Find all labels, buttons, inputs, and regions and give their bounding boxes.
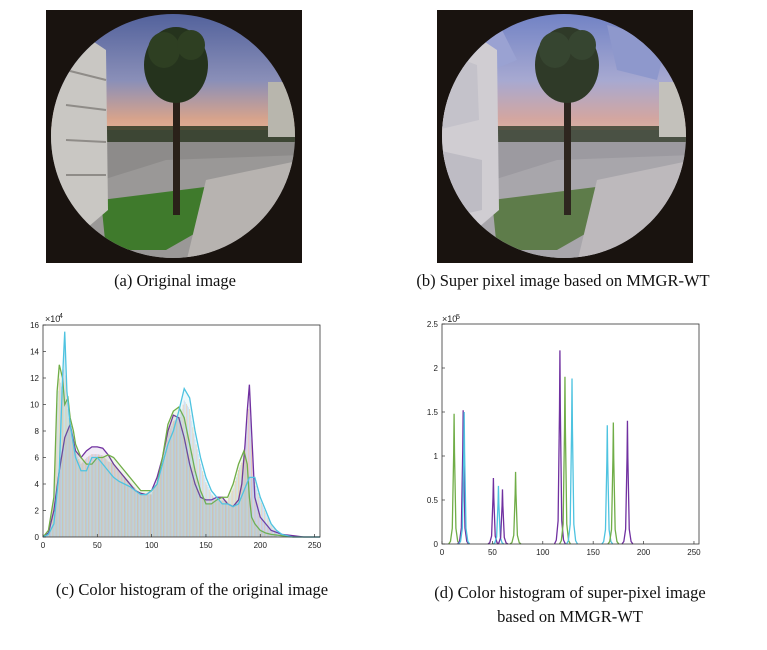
x-tick-label: 0 [440, 548, 445, 557]
chart-d-exponent-power: 5 [456, 314, 460, 321]
series-line [42, 384, 320, 538]
peak-line [607, 422, 620, 545]
peak-line [457, 410, 470, 545]
caption-d: (d) Color histogram of super-pixel image… [400, 581, 740, 629]
y-tick-label: 6 [35, 454, 40, 463]
y-tick-label: 0 [434, 540, 439, 549]
peak-line [621, 420, 634, 545]
y-tick-label: 1 [434, 452, 439, 461]
chart-c-exponent-power: 4 [59, 313, 63, 320]
x-tick-label: 100 [145, 541, 159, 550]
superpixel-fisheye-photo [437, 10, 693, 263]
x-tick-label: 0 [41, 541, 46, 550]
chart-c-exponent-base: ×10 [45, 314, 60, 324]
y-tick-label: 4 [35, 480, 40, 489]
original-fisheye-photo [46, 10, 302, 263]
histogram-superpixel-chart: ×10 5 0 50 100 150 200 250 0 0.5 1 1.5 2 2.5 [427, 314, 701, 557]
peak-line [487, 477, 500, 545]
peak-line [448, 413, 461, 545]
y-tick-label: 0 [35, 533, 40, 542]
series-area [43, 364, 320, 537]
y-tick-label: 8 [35, 427, 40, 436]
y-tick-label: 14 [30, 348, 39, 357]
plot-frame [441, 323, 700, 545]
superpixel-photo-graphic [437, 10, 693, 263]
y-tick-label: 2 [434, 364, 439, 373]
peak-line [565, 378, 579, 545]
x-tick-label: 50 [93, 541, 102, 550]
caption-c: (c) Color histogram of the original imag… [55, 580, 329, 599]
series-line [42, 364, 320, 538]
peak-line [558, 376, 571, 545]
x-tick-label: 50 [488, 548, 497, 557]
x-tick-label: 250 [687, 548, 701, 557]
x-tick-label: 150 [586, 548, 600, 557]
caption-d-line2: based on MMGR-WT [497, 607, 643, 626]
x-tick-label: 200 [637, 548, 651, 557]
peak-line [458, 411, 471, 545]
original-photo-graphic [46, 10, 302, 263]
y-tick-label: 16 [30, 321, 39, 330]
peak-line [509, 471, 522, 545]
y-tick-label: 12 [30, 374, 39, 383]
peak-line [553, 350, 566, 545]
peak-line [496, 489, 509, 545]
x-tick-label: 200 [254, 541, 268, 550]
y-tick-label: 2.5 [427, 320, 439, 329]
caption-d-line1: (d) Color histogram of super-pixel image [434, 583, 706, 602]
x-tick-label: 100 [536, 548, 550, 557]
histogram-original-chart: ×10 4 0 50 100 150 200 250 0 2 4 6 8 10 12 14 16 [30, 313, 322, 550]
y-tick-label: 2 [35, 507, 40, 516]
x-tick-label: 150 [199, 541, 213, 550]
series-area [43, 331, 320, 537]
x-tick-label: 250 [308, 541, 322, 550]
peak-line [492, 485, 505, 545]
y-tick-label: 0.5 [427, 496, 439, 505]
y-tick-label: 1.5 [427, 408, 439, 417]
caption-b: (b) Super pixel image based on MMGR-WT [416, 271, 710, 290]
series-line [42, 331, 320, 538]
y-tick-label: 10 [30, 401, 39, 410]
chart-d-exponent-base: ×10 [442, 314, 457, 324]
caption-a: (a) Original image [114, 271, 236, 290]
